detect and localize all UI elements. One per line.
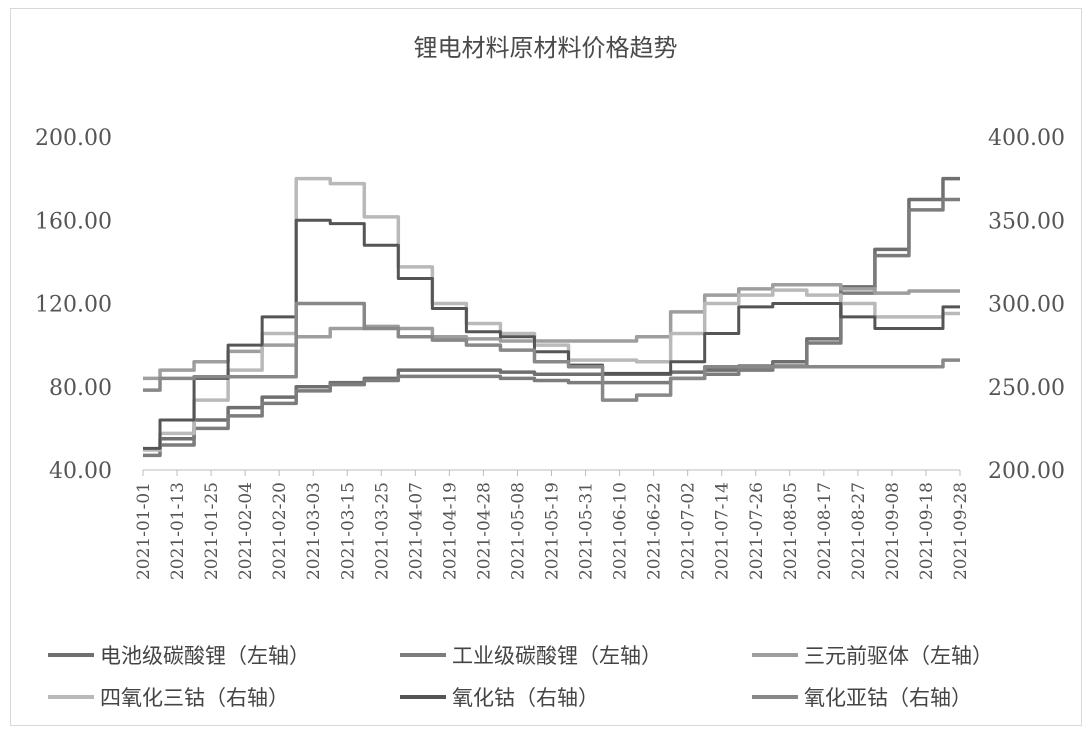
legend-label: 工业级碳酸锂（左轴） [452, 644, 662, 668]
x-tick-label: 2021-09-18 [917, 482, 937, 580]
legend-label: 氧化钴（右轴） [452, 686, 599, 710]
legend-swatch [48, 695, 94, 699]
legend-label: 三元前驱体（左轴） [804, 644, 993, 668]
x-tick-label: 2021-04-19 [440, 482, 460, 580]
legend-item-6: 氧化亚钴（右轴） [752, 682, 972, 712]
x-tick-label: 2021-07-14 [713, 482, 733, 580]
x-tick-label: 2021-02-20 [270, 482, 290, 580]
y-left-tick-label: 160.00 [35, 209, 112, 234]
x-tick-label: 2021-02-04 [236, 482, 256, 580]
x-tick-label: 2021-01-01 [134, 482, 154, 580]
series-line-4 [143, 176, 960, 452]
y-left-tick-label: 200.00 [35, 126, 112, 151]
legend-swatch [400, 695, 446, 699]
chart-title: 锂电材料原材料价格趋势 [413, 34, 678, 62]
legend-swatch [752, 653, 798, 657]
x-tick-label: 2021-06-22 [645, 482, 665, 580]
legend-item-5: 氧化钴（右轴） [400, 682, 599, 712]
series-line-1 [143, 176, 960, 451]
x-tick-label: 2021-03-03 [304, 482, 324, 580]
x-tick-label: 2021-05-31 [577, 482, 597, 580]
y-right-tick-label: 300.00 [988, 293, 1065, 318]
y-right-tick-label: 200.00 [988, 459, 1065, 484]
legend-swatch [48, 653, 94, 657]
series-line-5 [143, 218, 960, 450]
x-tick-label: 2021-04-28 [474, 482, 494, 580]
y-right-tick-label: 350.00 [988, 209, 1065, 234]
legend-item-3: 三元前驱体（左轴） [752, 640, 993, 670]
y-right-tick-label: 400.00 [988, 126, 1065, 151]
x-tick-label: 2021-04-07 [406, 482, 426, 580]
y-left-tick-label: 40.00 [49, 459, 112, 484]
x-tick-label: 2021-03-25 [372, 482, 392, 580]
x-tick-label: 2021-08-05 [781, 482, 801, 580]
series-lines [143, 176, 960, 458]
chart-frame [10, 8, 1082, 726]
series-line-2 [143, 197, 960, 458]
x-tick-label: 2021-06-10 [611, 482, 631, 580]
legend-swatch [400, 653, 446, 657]
x-tick-label: 2021-09-08 [883, 482, 903, 580]
legend-item-4: 四氧化三钴（右轴） [48, 682, 289, 712]
y-left-tick-label: 120.00 [35, 293, 112, 318]
legend-label: 四氧化三钴（右轴） [100, 686, 289, 710]
y-right-tick-label: 250.00 [988, 376, 1065, 401]
series-line-3 [143, 283, 960, 381]
legend: 电池级碳酸锂（左轴） 工业级碳酸锂（左轴） 三元前驱体（左轴） 四氧化三钴（右轴） 氧化… [0, 630, 1091, 720]
x-tick-label: 2021-05-08 [508, 482, 528, 580]
x-tick-label: 2021-01-25 [202, 482, 222, 580]
x-tick-label: 2021-09-28 [951, 482, 971, 580]
y-left-tick-label: 80.00 [49, 376, 112, 401]
x-tick-label: 2021-05-19 [543, 482, 563, 580]
tick-labels: 200.00 160.00 120.00 80.00 40.00 400.00 350.00… [35, 126, 1065, 580]
legend-item-1: 电池级碳酸锂（左轴） [48, 640, 310, 670]
legend-swatch [752, 695, 798, 699]
legend-label: 氧化亚钴（右轴） [804, 686, 972, 710]
x-tick-label: 2021-01-13 [168, 482, 188, 580]
legend-item-2: 工业级碳酸锂（左轴） [400, 640, 662, 670]
series-line-6 [143, 301, 960, 402]
axes [142, 469, 961, 476]
x-tick-label: 2021-08-27 [849, 482, 869, 580]
x-tick-label: 2021-07-26 [747, 482, 767, 580]
legend-label: 电池级碳酸锂（左轴） [100, 644, 310, 668]
x-tick-label: 2021-07-02 [679, 482, 699, 580]
x-tick-label: 2021-08-17 [815, 482, 835, 580]
x-tick-label: 2021-03-15 [338, 482, 358, 580]
